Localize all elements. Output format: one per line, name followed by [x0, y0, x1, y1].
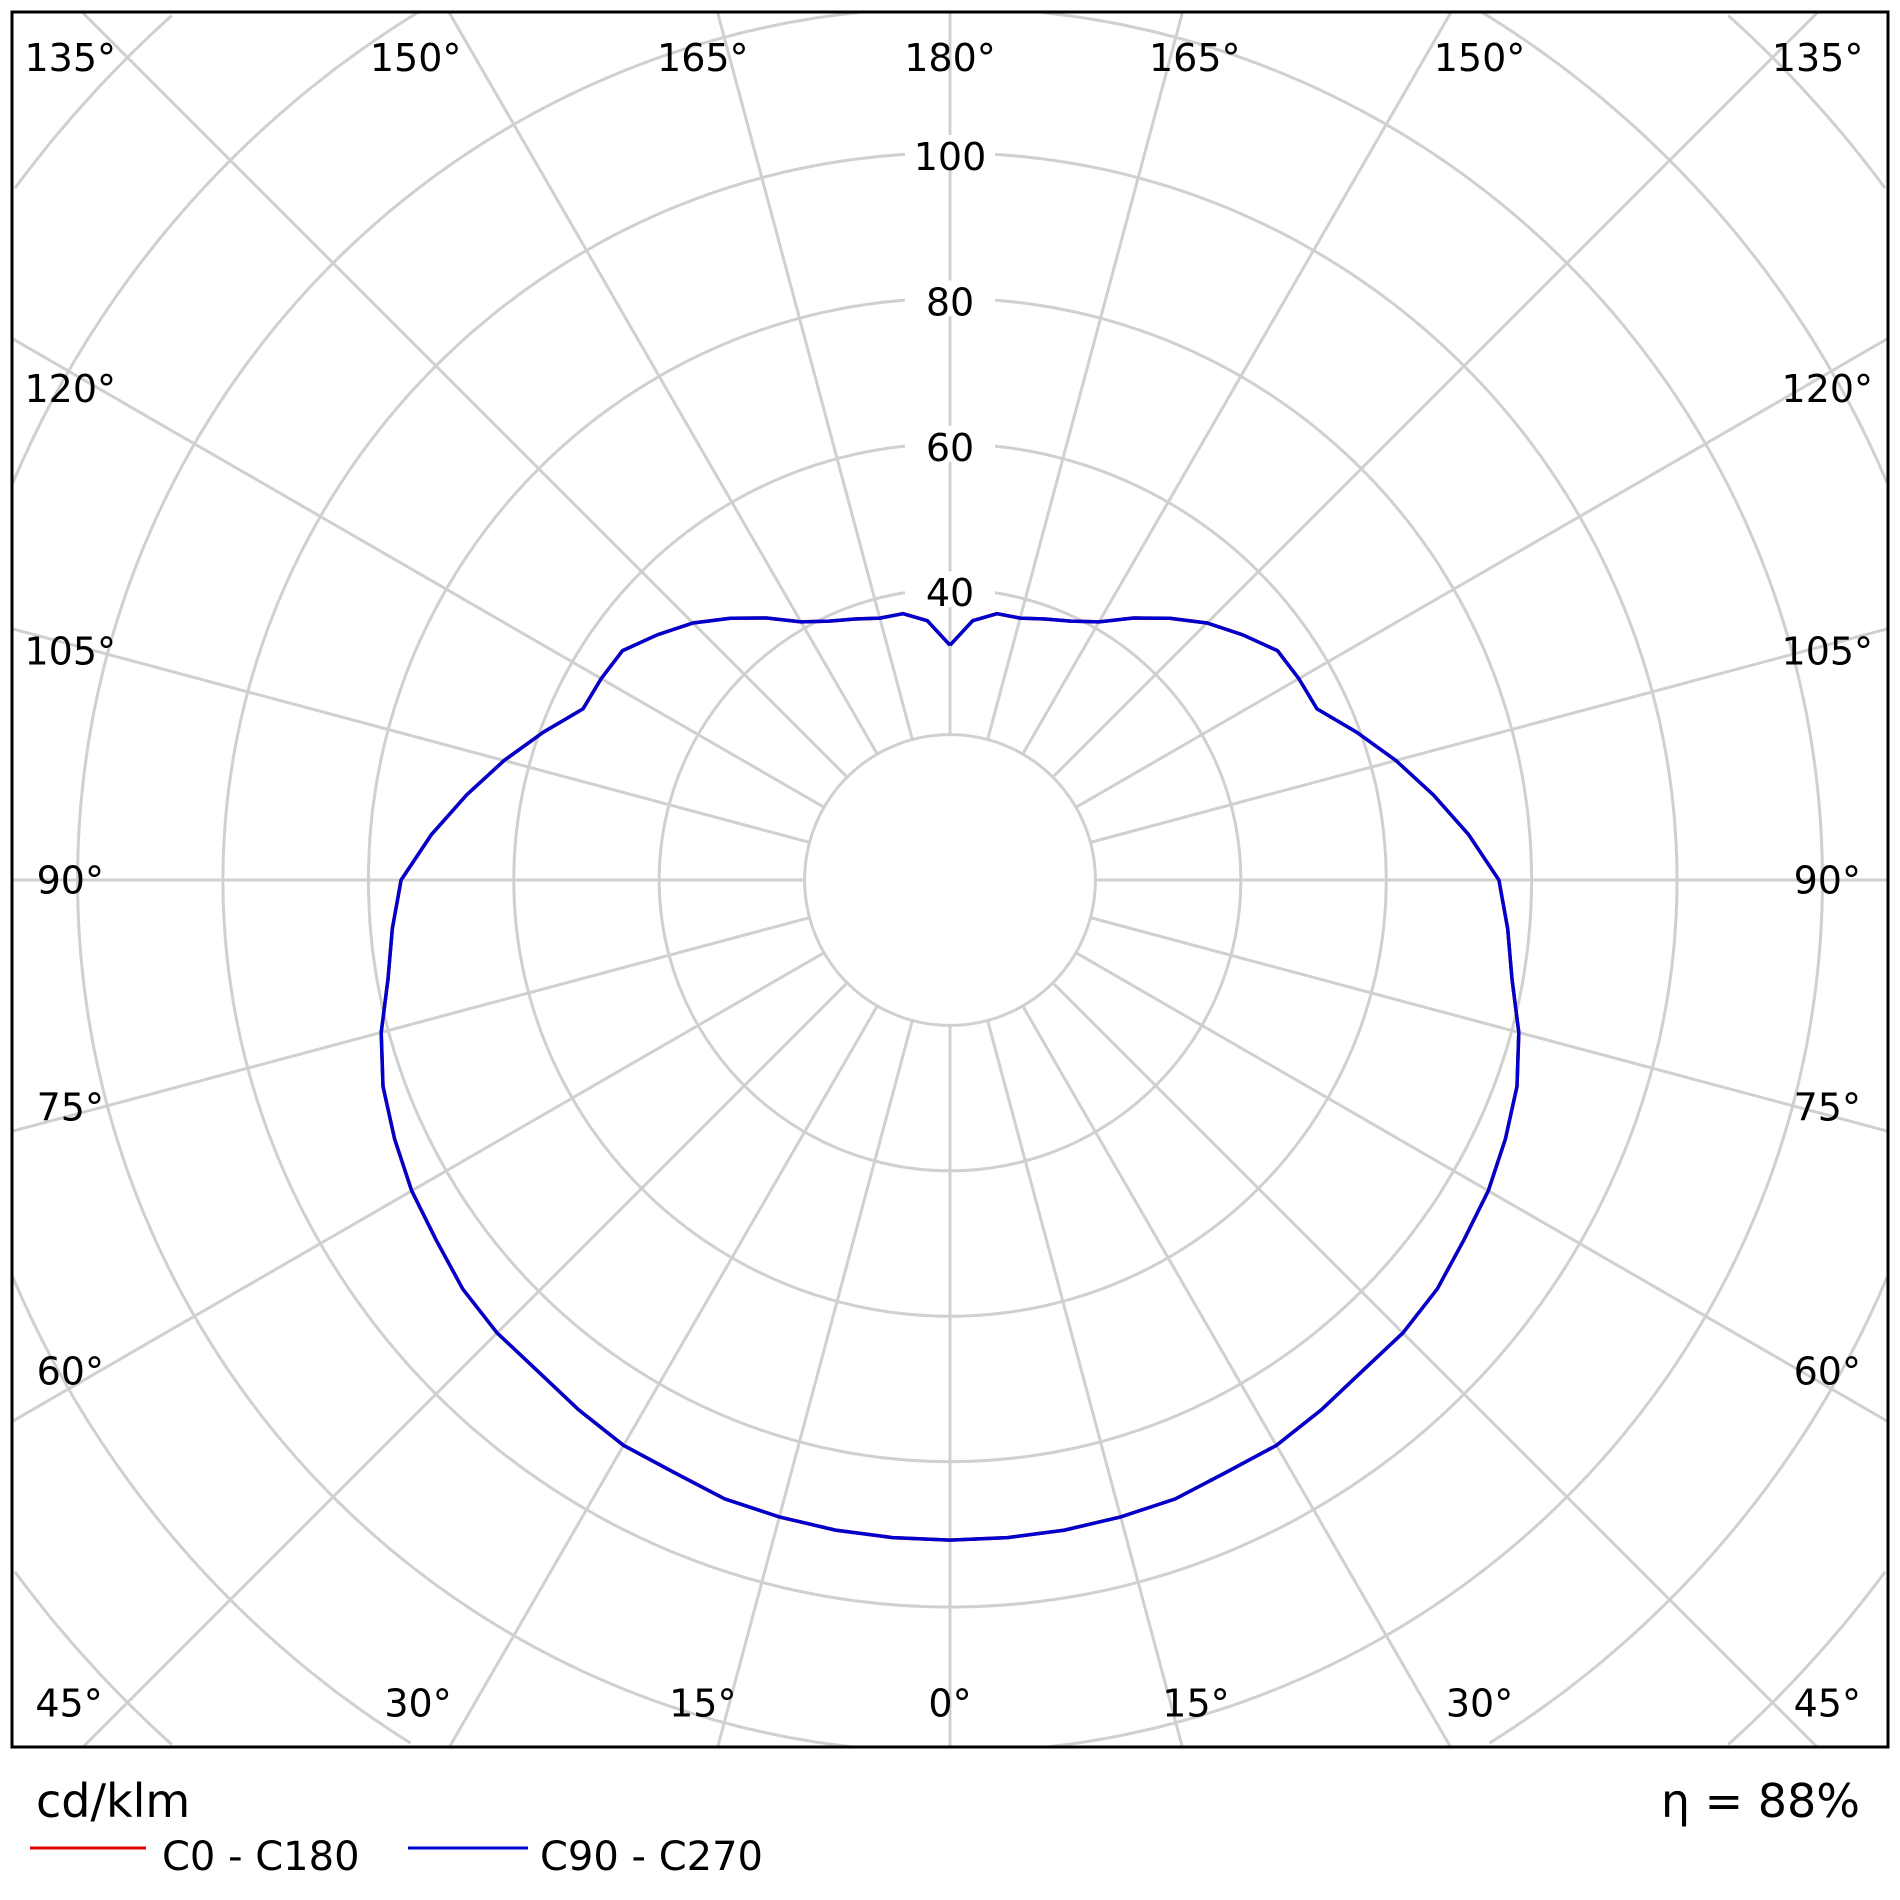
grid-spoke: [1090, 916, 1888, 1133]
angle-label: 135°: [25, 36, 117, 80]
angle-label: 120°: [25, 367, 117, 411]
series-curve-c90-c270: [379, 611, 1521, 1542]
grid-spoke: [986, 12, 1185, 740]
grid-ring: [12, 12, 1888, 1745]
grid-spoke: [986, 1020, 1184, 1747]
radial-tick-labels: 40 60 80 100: [905, 135, 995, 615]
legend-label-c90-c270: C90 - C270: [540, 1834, 763, 1880]
grid-ring: [803, 733, 1097, 1027]
angle-label: 150°: [1434, 36, 1526, 80]
grid-spoke: [1051, 12, 1820, 779]
legend-label-c0-c180: C0 - C180: [162, 1834, 360, 1880]
tick-label-bg: [905, 280, 995, 317]
angle-label: 90°: [37, 859, 104, 903]
tick-label-bg: [905, 571, 995, 608]
angle-label: 15°: [1162, 1681, 1229, 1725]
grid-spoke: [1021, 1005, 1452, 1747]
efficiency-label: η = 88%: [1661, 1774, 1860, 1828]
radial-tick-label: 60: [926, 426, 974, 470]
curves: [379, 611, 1521, 1542]
grid-spoke: [81, 981, 849, 1747]
plot-frame: [10, 10, 1890, 1749]
grid-ring: [13, 14, 1887, 1746]
grid-spoke: [447, 12, 879, 755]
angle-label: 105°: [25, 630, 117, 674]
angle-label: 15°: [669, 1681, 736, 1725]
angle-label: 150°: [370, 36, 462, 80]
grid-spoke: [12, 916, 810, 1133]
angle-label: 135°: [1772, 36, 1864, 80]
grid-spoke: [80, 12, 849, 779]
polar-grid: [12, 12, 1888, 1747]
angle-label: 75°: [1794, 1085, 1861, 1129]
unit-label: cd/klm: [36, 1774, 190, 1828]
grid-spoke: [1075, 337, 1888, 809]
grid-spoke: [716, 1020, 914, 1747]
angle-label: 30°: [384, 1681, 451, 1725]
radial-tick-label: 40: [926, 571, 974, 615]
legend: C0 - C180 C90 - C270: [30, 1834, 763, 1880]
grid-ring: [76, 12, 1824, 1747]
angle-label: 0°: [928, 1681, 971, 1725]
angle-label: 75°: [37, 1085, 104, 1129]
grid-spoke: [1051, 981, 1819, 1747]
radial-tick-label: 80: [926, 280, 974, 324]
grid-spoke: [12, 951, 825, 1423]
angle-label: 165°: [1149, 36, 1241, 80]
angle-label: 105°: [1782, 630, 1874, 674]
grid-spoke: [715, 12, 914, 740]
angle-label: 165°: [657, 36, 749, 80]
grid-spoke: [12, 337, 825, 809]
angle-label: 45°: [35, 1681, 102, 1725]
tick-label-bg: [905, 425, 995, 462]
radial-tick-label: 100: [914, 135, 987, 179]
angle-label: 60°: [1794, 1349, 1861, 1393]
angle-label: 45°: [1794, 1681, 1861, 1725]
angle-label: 30°: [1446, 1681, 1513, 1725]
grid-spoke: [1090, 627, 1888, 844]
angle-label: 120°: [1782, 367, 1874, 411]
angle-label: 60°: [37, 1349, 104, 1393]
angle-labels: 135° 150° 165° 180° 165° 150° 135° 45° 30° 15° 0° 1…: [25, 36, 1874, 1726]
grid-spoke: [1075, 951, 1888, 1423]
tick-label-bg: [905, 135, 995, 171]
angle-label: 90°: [1794, 859, 1861, 903]
grid-spoke: [1021, 12, 1453, 755]
grid-spoke: [448, 1005, 879, 1747]
grid-spoke: [12, 627, 810, 844]
angle-label: 180°: [904, 36, 996, 80]
